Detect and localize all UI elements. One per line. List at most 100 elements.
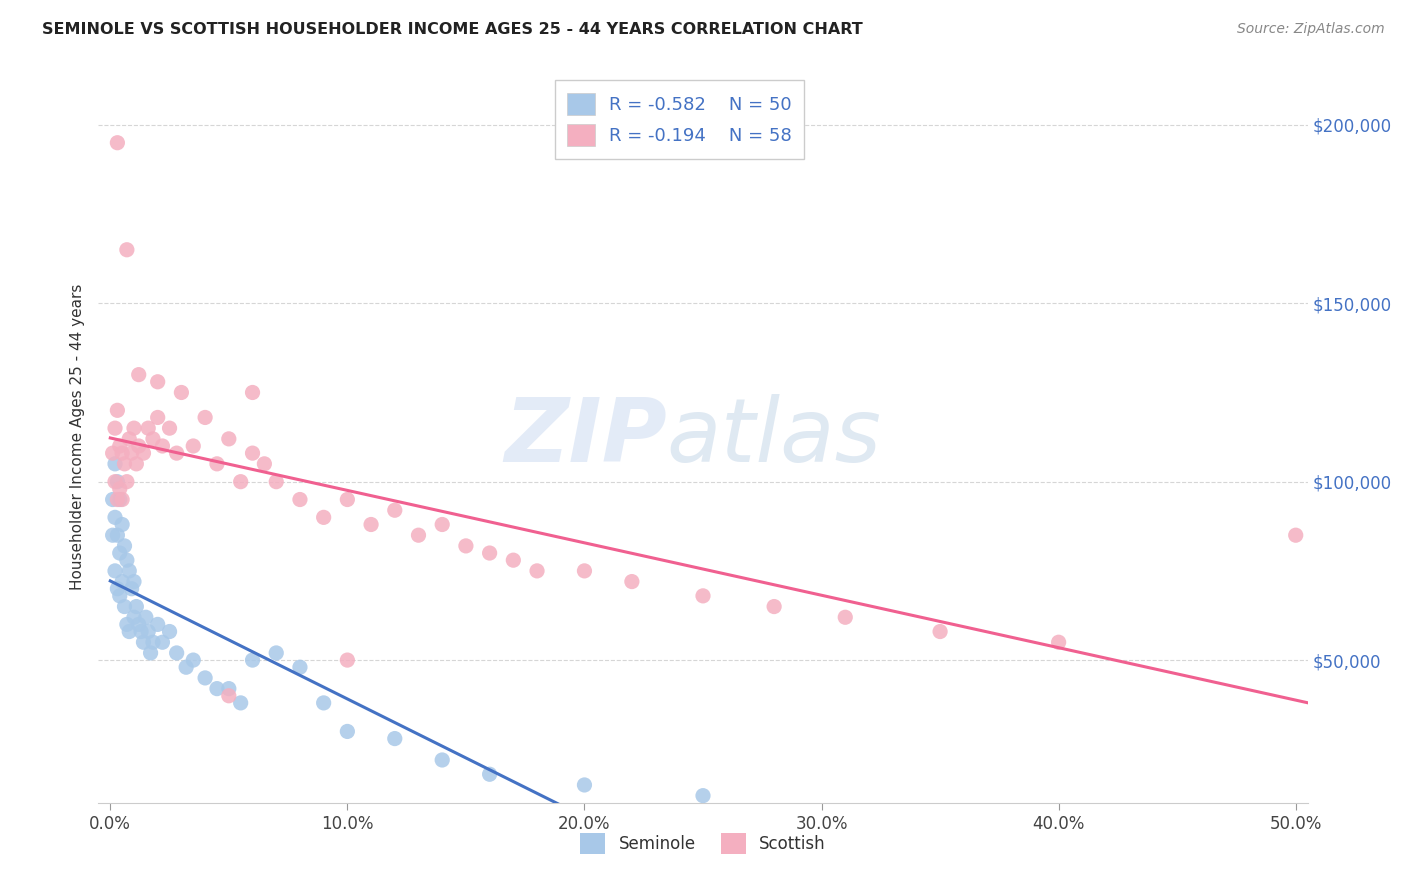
Point xyxy=(218,432,240,446)
Point xyxy=(205,457,228,471)
Point xyxy=(104,475,127,489)
Point xyxy=(170,385,193,400)
Point xyxy=(384,731,406,746)
Point xyxy=(312,696,335,710)
Point xyxy=(502,553,524,567)
Point xyxy=(288,492,311,507)
Point xyxy=(115,617,138,632)
Point xyxy=(620,574,643,589)
Point xyxy=(526,564,548,578)
Point xyxy=(432,517,454,532)
Point xyxy=(105,136,128,150)
Point xyxy=(146,617,169,632)
Point xyxy=(108,546,131,560)
Point xyxy=(108,589,131,603)
Point xyxy=(101,492,124,507)
Point xyxy=(111,446,134,460)
Point xyxy=(111,517,134,532)
Point xyxy=(229,696,252,710)
Point xyxy=(101,528,124,542)
Point xyxy=(122,610,145,624)
Point xyxy=(125,457,148,471)
Point xyxy=(288,660,311,674)
Point xyxy=(118,564,141,578)
Point xyxy=(101,446,124,460)
Point xyxy=(118,432,141,446)
Point xyxy=(146,375,169,389)
Point xyxy=(104,564,127,578)
Point xyxy=(121,446,143,460)
Text: atlas: atlas xyxy=(666,394,882,480)
Point xyxy=(166,646,188,660)
Point xyxy=(104,421,127,435)
Point xyxy=(152,635,174,649)
Point xyxy=(181,439,204,453)
Point xyxy=(242,446,264,460)
Point xyxy=(108,439,131,453)
Point xyxy=(242,385,264,400)
Legend: Seminole, Scottish: Seminole, Scottish xyxy=(574,827,832,860)
Point xyxy=(432,753,454,767)
Point xyxy=(136,421,159,435)
Point xyxy=(264,475,287,489)
Point xyxy=(125,599,148,614)
Point xyxy=(146,410,169,425)
Point xyxy=(105,403,128,417)
Point xyxy=(1285,528,1308,542)
Point xyxy=(132,635,155,649)
Point xyxy=(114,457,136,471)
Point xyxy=(108,482,131,496)
Point xyxy=(218,681,240,696)
Point xyxy=(159,421,181,435)
Point xyxy=(692,589,714,603)
Point xyxy=(122,421,145,435)
Point xyxy=(229,475,252,489)
Point xyxy=(132,446,155,460)
Point xyxy=(253,457,276,471)
Point xyxy=(128,368,150,382)
Point xyxy=(108,492,131,507)
Point xyxy=(1047,635,1070,649)
Point xyxy=(115,475,138,489)
Point xyxy=(574,778,596,792)
Point xyxy=(128,617,150,632)
Point xyxy=(242,653,264,667)
Point xyxy=(478,546,501,560)
Point xyxy=(105,475,128,489)
Point xyxy=(181,653,204,667)
Point xyxy=(121,582,143,596)
Point xyxy=(111,492,134,507)
Point xyxy=(111,574,134,589)
Point xyxy=(105,528,128,542)
Point xyxy=(142,432,165,446)
Point xyxy=(115,243,138,257)
Point xyxy=(105,582,128,596)
Point xyxy=(834,610,856,624)
Point xyxy=(114,599,136,614)
Point xyxy=(763,599,786,614)
Point xyxy=(122,574,145,589)
Point xyxy=(114,539,136,553)
Point xyxy=(312,510,335,524)
Y-axis label: Householder Income Ages 25 - 44 years: Householder Income Ages 25 - 44 years xyxy=(69,284,84,591)
Point xyxy=(118,624,141,639)
Point xyxy=(360,517,382,532)
Point xyxy=(929,624,952,639)
Point xyxy=(128,439,150,453)
Text: Source: ZipAtlas.com: Source: ZipAtlas.com xyxy=(1237,22,1385,37)
Point xyxy=(159,624,181,639)
Point xyxy=(336,724,359,739)
Point xyxy=(336,653,359,667)
Point xyxy=(115,553,138,567)
Point xyxy=(194,410,217,425)
Point xyxy=(135,610,157,624)
Point xyxy=(205,681,228,696)
Point xyxy=(136,624,159,639)
Point xyxy=(218,689,240,703)
Point xyxy=(152,439,174,453)
Point xyxy=(384,503,406,517)
Point xyxy=(142,635,165,649)
Point xyxy=(139,646,162,660)
Point xyxy=(166,446,188,460)
Point xyxy=(194,671,217,685)
